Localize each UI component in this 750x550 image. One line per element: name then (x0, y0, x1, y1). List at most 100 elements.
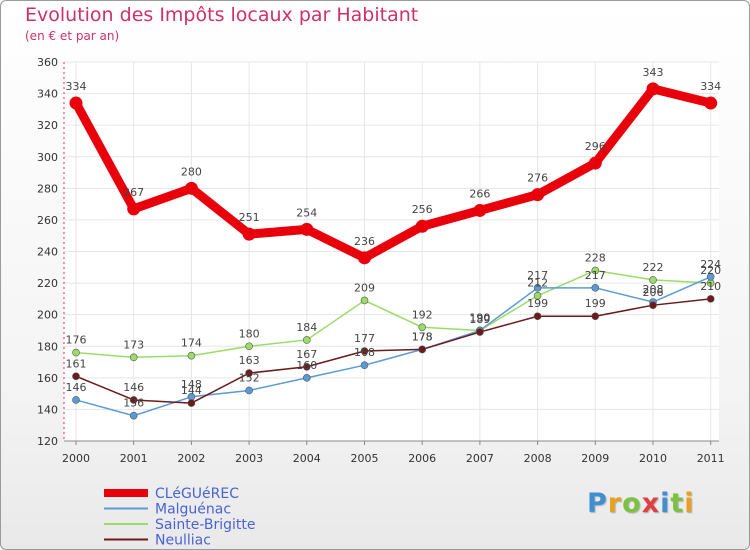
x-tick-label: 2005 (351, 452, 379, 465)
data-point (473, 203, 487, 217)
data-point (588, 156, 602, 170)
x-tick-label: 2010 (639, 452, 667, 465)
data-point (127, 202, 141, 216)
data-label: 217 (527, 269, 548, 282)
x-tick-label: 2001 (120, 452, 148, 465)
y-tick-label: 360 (37, 56, 58, 69)
legend-label: Sainte-Brigitte (155, 517, 256, 533)
logo-letter: o (622, 488, 642, 519)
data-point (129, 396, 138, 404)
data-label: 251 (239, 211, 260, 224)
data-label: 254 (296, 206, 317, 219)
data-label: 144 (181, 384, 202, 397)
data-label: 296 (585, 140, 606, 153)
data-point (533, 291, 542, 300)
data-label: 222 (643, 261, 664, 274)
data-point (302, 374, 311, 382)
data-label: 178 (412, 330, 433, 343)
data-point (129, 411, 138, 420)
data-point (72, 348, 80, 357)
proxiti-logo: Proxiti (587, 488, 695, 519)
data-point (302, 336, 311, 344)
data-label: 228 (585, 251, 606, 264)
data-point (591, 312, 600, 321)
data-label: 176 (66, 334, 87, 347)
data-point (649, 276, 657, 284)
data-point (418, 323, 427, 332)
y-tick-label: 120 (37, 435, 58, 448)
data-point (72, 372, 80, 381)
x-tick-label: 2003 (235, 452, 263, 465)
data-point (415, 219, 429, 233)
data-label: 180 (239, 327, 260, 340)
data-point (533, 312, 542, 321)
data-label: 343 (643, 66, 664, 79)
data-label: 208 (643, 283, 664, 296)
data-label: 334 (700, 80, 721, 93)
data-point (129, 353, 138, 362)
data-label: 256 (412, 203, 433, 216)
data-label: 192 (412, 308, 433, 321)
series-line-cléguérec (71, 84, 716, 263)
data-label: 199 (585, 297, 606, 310)
data-label: 334 (66, 80, 87, 93)
logo-letter: i (660, 488, 671, 519)
y-tick-label: 200 (37, 309, 58, 322)
y-tick-label: 180 (37, 340, 58, 353)
x-tick-label: 2002 (177, 452, 205, 465)
x-tick-label: 2000 (62, 452, 90, 465)
data-label: 167 (296, 348, 317, 361)
data-point (187, 399, 196, 407)
data-point (242, 227, 256, 241)
data-label: 190 (469, 311, 490, 324)
y-tick-label: 340 (37, 88, 58, 101)
chart-title: Evolution des Impôts locaux par Habitant (25, 4, 419, 26)
data-point (360, 347, 369, 355)
data-label: 161 (66, 357, 87, 370)
data-label: 148 (181, 378, 202, 391)
y-tick-label: 140 (37, 403, 58, 416)
logo-letter: t (670, 488, 685, 519)
data-point (187, 351, 196, 360)
data-label: 199 (527, 297, 548, 310)
x-tick-label: 2009 (581, 452, 609, 465)
data-label: 136 (123, 397, 144, 410)
y-tick-label: 160 (37, 372, 58, 385)
data-point (418, 345, 427, 354)
data-label: 152 (239, 371, 260, 384)
data-label: 160 (296, 359, 317, 372)
data-point (531, 188, 545, 202)
data-label: 267 (123, 186, 144, 199)
logo-letter: P (587, 488, 608, 519)
legend-label: CLéGUéREC (155, 486, 239, 502)
y-tick-label: 260 (37, 214, 58, 227)
data-label: 174 (181, 337, 202, 350)
data-point (245, 386, 253, 395)
data-label: 163 (239, 354, 260, 367)
data-label: 168 (354, 346, 375, 359)
data-point (533, 284, 542, 292)
series-line-malguénac (75, 276, 712, 417)
series-line-sainte-brigitte (75, 269, 712, 359)
data-label: 220 (700, 264, 721, 277)
data-label: 184 (296, 321, 317, 334)
data-point (360, 361, 369, 370)
data-label: 178 (412, 330, 433, 343)
data-point (591, 284, 600, 292)
data-label: 206 (643, 286, 664, 299)
data-label: 177 (354, 332, 375, 345)
logo-letter: r (607, 488, 623, 519)
data-point (476, 328, 484, 336)
data-label: 217 (585, 269, 606, 282)
data-label: 146 (123, 381, 144, 394)
data-point (245, 342, 253, 351)
data-point (245, 369, 253, 377)
data-point (302, 362, 311, 371)
data-point (646, 82, 660, 96)
y-tick-label: 300 (37, 151, 58, 164)
chart-subtitle: (en € et par an) (25, 29, 120, 43)
data-label: 146 (66, 381, 87, 394)
x-tick-label: 2006 (408, 452, 436, 465)
data-point (72, 396, 80, 404)
